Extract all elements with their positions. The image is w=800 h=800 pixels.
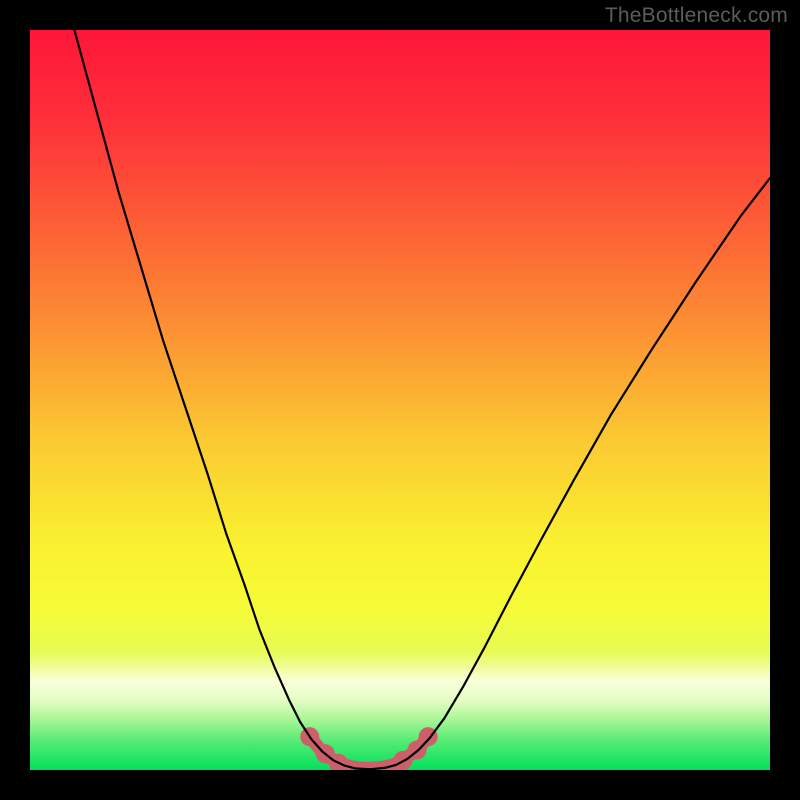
chart-container: TheBottleneck.com [0,0,800,800]
plot-area [30,30,770,770]
gradient-background [30,30,770,770]
chart-svg [30,30,770,770]
watermark-text: TheBottleneck.com [605,4,788,28]
